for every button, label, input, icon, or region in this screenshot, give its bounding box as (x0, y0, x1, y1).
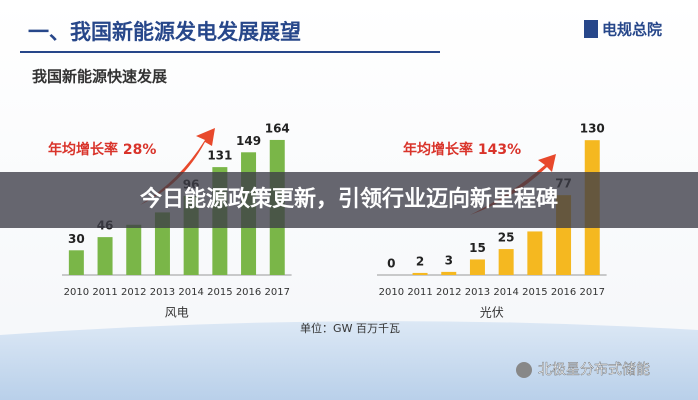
value-label: 3 (445, 253, 453, 267)
annotation: 年均增长率 143% (403, 141, 521, 158)
bar (68, 250, 84, 275)
growth-arrow (140, 128, 215, 205)
bar (498, 249, 514, 275)
x-tick-label: 2010 (64, 287, 89, 298)
bar (469, 259, 485, 275)
x-tick-label: 2014 (178, 287, 203, 298)
value-label: 15 (469, 241, 486, 255)
bar (527, 231, 543, 275)
bar (126, 224, 142, 275)
banner-text: 今日能源政策更新，引领行业迈向新里程碑 (140, 186, 558, 212)
unit-note: 单位：GW 百万千瓦 (300, 321, 400, 335)
value-label: 131 (207, 149, 232, 163)
x-tick-label: 2010 (379, 287, 404, 298)
x-tick-label: 2017 (580, 287, 605, 298)
bar (412, 272, 428, 275)
x-tick-label: 2013 (150, 287, 175, 298)
x-tick-label: 2017 (265, 287, 290, 298)
bar (97, 237, 113, 275)
x-tick-label: 2011 (92, 287, 117, 298)
logo-text: 电规总院 (602, 21, 662, 39)
value-label: 164 (265, 121, 290, 135)
value-label: 30 (68, 232, 85, 246)
banner-strip (0, 172, 698, 228)
x-tick-label: 2013 (465, 287, 490, 298)
bar (154, 212, 170, 275)
x-tick-label: 2016 (551, 287, 576, 298)
x-axis-label: 光伏 (480, 306, 504, 320)
x-tick-label: 2012 (436, 287, 461, 298)
value-label: 130 (580, 122, 605, 136)
bar (441, 271, 457, 275)
footer-wave (0, 321, 698, 400)
watermark-icon (516, 362, 532, 378)
value-label: 149 (236, 134, 261, 148)
annotation: 年均增长率 28% (48, 141, 156, 158)
watermark: 北极星分布式储能 (538, 362, 650, 378)
x-tick-label: 2015 (522, 287, 547, 298)
x-tick-label: 2011 (407, 287, 432, 298)
growth-arrow (470, 154, 556, 215)
x-axis-label: 风电 (165, 306, 189, 320)
x-tick-label: 2015 (207, 287, 232, 298)
value-label: 2 (416, 254, 424, 268)
x-tick-label: 2016 (236, 287, 261, 298)
subtitle: 我国新能源快速发展 (32, 68, 167, 86)
x-tick-label: 2012 (121, 287, 146, 298)
x-tick-label: 2014 (493, 287, 518, 298)
value-label: 0 (387, 257, 395, 271)
logo-icon (584, 20, 598, 38)
slide-title: 一、我国新能源发电发展展望 (28, 20, 301, 44)
value-label: 25 (498, 231, 515, 245)
